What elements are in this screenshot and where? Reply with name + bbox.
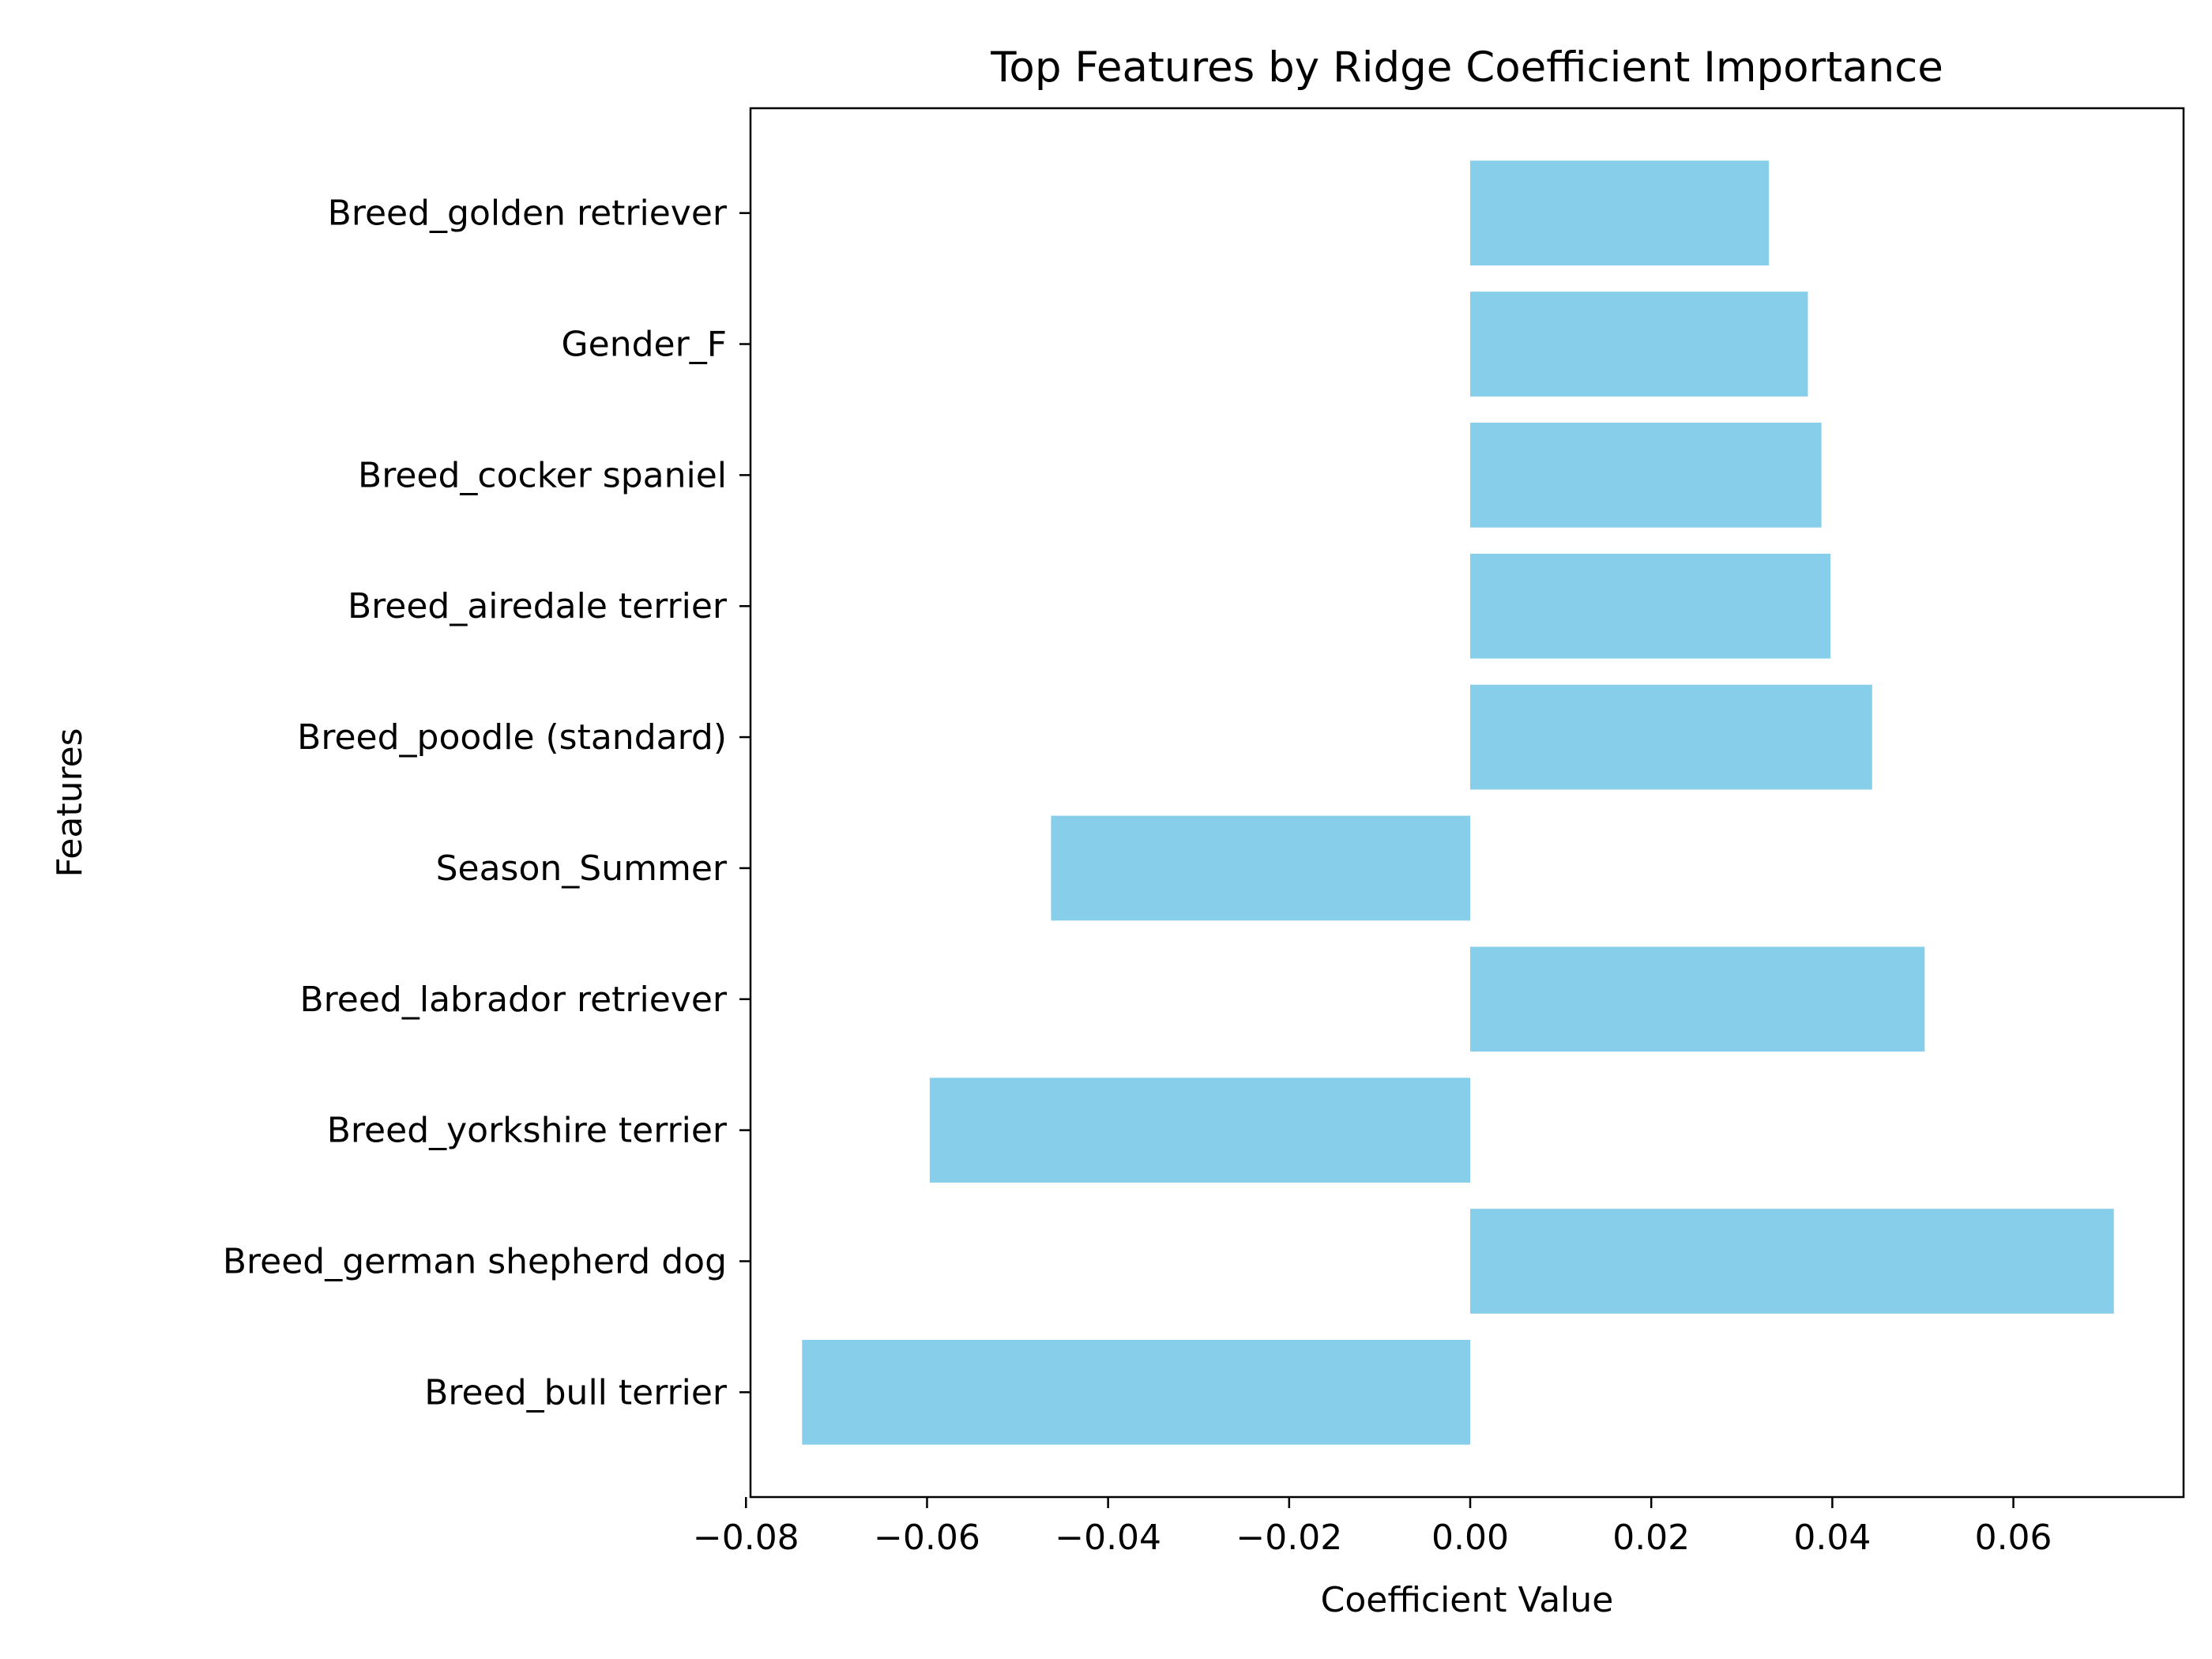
x-tick-label: −0.08 xyxy=(693,1518,799,1558)
x-axis-label: Coefficient Value xyxy=(1321,1580,1614,1620)
x-tick-label: 0.04 xyxy=(1793,1518,1871,1558)
y-tick-label: Season_Summer xyxy=(436,848,728,889)
bar xyxy=(1470,684,1872,790)
bar xyxy=(1470,553,1831,659)
bar xyxy=(929,1078,1471,1183)
y-tick-label: Breed_cocker spaniel xyxy=(358,455,727,495)
ticks-group: Breed_bull terrier Breed_german shepherd … xyxy=(223,194,2052,1558)
bar xyxy=(1051,815,1471,921)
y-tick-label: Gender_F xyxy=(562,325,727,365)
y-tick-label: Breed_german shepherd dog xyxy=(223,1241,727,1281)
x-tick-label: 0.00 xyxy=(1431,1518,1509,1558)
bar xyxy=(1470,946,1925,1052)
y-tick-label: Breed_golden retriever xyxy=(328,194,728,234)
bar xyxy=(802,1339,1471,1445)
bar xyxy=(1470,292,1808,397)
y-tick-label: Breed_poodle (standard) xyxy=(297,717,727,758)
bar xyxy=(1470,1209,2114,1314)
x-tick-label: −0.06 xyxy=(874,1518,980,1558)
y-axis-label: Features xyxy=(50,728,90,877)
y-tick-label: Breed_yorkshire terrier xyxy=(327,1111,728,1151)
bar xyxy=(1470,160,1770,266)
y-tick-label: Breed_airedale terrier xyxy=(348,586,728,626)
y-tick-label: Breed_labrador retriever xyxy=(299,980,727,1020)
x-tick-label: 0.02 xyxy=(1612,1518,1690,1558)
chart-title: Top Features by Ridge Coefficient Import… xyxy=(990,43,1943,92)
x-tick-label: 0.06 xyxy=(1975,1518,2052,1558)
x-tick-label: −0.02 xyxy=(1236,1518,1342,1558)
bar xyxy=(1470,423,1822,528)
y-tick-label: Breed_bull terrier xyxy=(424,1372,728,1413)
x-tick-label: −0.04 xyxy=(1055,1518,1161,1558)
bars-group xyxy=(802,160,2114,1445)
plot-frame xyxy=(749,107,2185,1499)
